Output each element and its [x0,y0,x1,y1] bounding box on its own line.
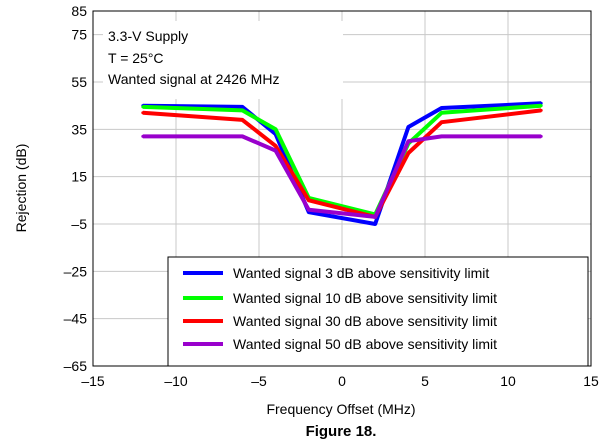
series-3-point [141,111,145,115]
y-tick-label: 75 [71,27,87,43]
y-tick-label: –5 [71,216,87,232]
figure-caption: Figure 18. [306,423,377,440]
legend-label-1: Wanted signal 3 dB above sensitivity lim… [233,265,489,281]
y-axis-label: Rejection (dB) [13,144,29,233]
series-2-point [539,104,543,108]
x-tick-label: 15 [583,373,599,389]
y-tick-label: –65 [64,358,88,374]
x-tick-label: –5 [251,373,267,389]
series-3-point [307,198,311,202]
y-tick-label: 35 [71,121,87,137]
annotation-line-1: 3.3-V Supply [108,28,188,44]
series-4-point [240,134,244,138]
series-2-point [141,105,145,109]
legend-box [167,256,589,367]
x-tick-label: 5 [421,373,429,389]
annotation-line-2: T = 25°C [108,50,164,66]
y-tick-label: –45 [64,311,88,327]
y-tick-label: 15 [71,169,87,185]
series-3-point [539,108,543,112]
series-1-point [373,222,377,226]
series-1-point [440,106,444,110]
series-3-point [406,151,410,155]
series-2-point [274,127,278,131]
legend-label-3: Wanted signal 30 dB above sensitivity li… [233,313,497,329]
legend-label-2: Wanted signal 10 dB above sensitivity li… [233,290,497,306]
legend: Wanted signal 3 dB above sensitivity lim… [167,256,589,367]
annotation-line-3: Wanted signal at 2426 MHz [108,71,279,87]
series-line-3 [142,108,542,219]
x-tick-label: –15 [81,373,105,389]
series-2-point [440,111,444,115]
series-1-point [406,125,410,129]
y-tick-label: 85 [71,3,87,19]
series-4-point [539,134,543,138]
series-3-point [274,144,278,148]
series-4-point [440,134,444,138]
x-tick-labels: –15 –10 –5 0 5 10 15 [81,373,599,389]
y-tick-label: 55 [71,74,87,90]
y-tick-label: –25 [64,263,88,279]
x-tick-label: 10 [500,373,516,389]
y-tick-labels: 85 75 55 35 15 –5 –25 –45 –65 [64,3,88,374]
legend-label-4: Wanted signal 50 dB above sensitivity li… [233,336,497,352]
annotation-background [103,21,343,99]
series-4-point [274,149,278,153]
x-tick-label: 0 [338,373,346,389]
series-4-point [307,208,311,212]
series-lines [141,101,543,226]
series-1-point [240,105,244,109]
x-tick-label: –10 [164,373,188,389]
series-2-point [240,108,244,112]
series-line-4 [142,134,542,219]
annotation: 3.3-V Supply T = 25°C Wanted signal at 2… [103,21,343,99]
series-4-point [373,215,377,219]
series-3-point [440,120,444,124]
series-4-point [406,139,410,143]
series-3-point [240,118,244,122]
series-line-2 [142,103,542,217]
x-axis-label: Frequency Offset (MHz) [266,401,415,417]
series-4-point [141,134,145,138]
